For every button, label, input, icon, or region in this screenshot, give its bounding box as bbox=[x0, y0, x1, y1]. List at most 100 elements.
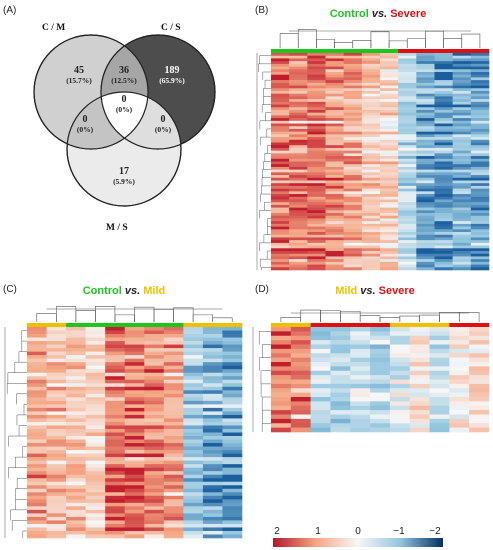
heatmap-cell bbox=[163, 530, 184, 535]
heatmap-cell bbox=[452, 137, 472, 141]
heatmap-cell bbox=[416, 196, 435, 200]
heatmap-cell bbox=[361, 137, 381, 141]
heatmap-cell bbox=[449, 427, 470, 433]
heatmap-cell bbox=[271, 63, 290, 67]
heatmap-cell bbox=[66, 428, 86, 433]
heatmap-cell bbox=[361, 242, 381, 246]
heatmap-cell bbox=[416, 164, 435, 168]
heatmap-cell bbox=[66, 450, 86, 454]
heatmap-cell bbox=[271, 410, 292, 415]
heatmap-cell bbox=[398, 58, 417, 62]
heatmap-cell bbox=[163, 404, 184, 409]
heatmap-cell bbox=[46, 520, 67, 525]
heatmap-cell bbox=[289, 226, 308, 230]
heatmap-c bbox=[4, 306, 243, 539]
heatmap-cell bbox=[416, 90, 435, 94]
heatmap-cell bbox=[163, 446, 184, 451]
heatmap-cell bbox=[307, 213, 326, 217]
heatmap-cell bbox=[105, 369, 126, 374]
heatmap-cell bbox=[124, 453, 145, 458]
heatmap-cell bbox=[343, 123, 363, 127]
heatmap-cell bbox=[46, 376, 67, 381]
heatmap-cell bbox=[144, 393, 165, 398]
heatmap-cell bbox=[46, 523, 67, 528]
heatmap-cell bbox=[66, 467, 86, 472]
heatmap-cell bbox=[183, 330, 204, 335]
heatmap-cell bbox=[183, 400, 204, 405]
heatmap-cell bbox=[66, 383, 86, 388]
heatmap-cell bbox=[124, 344, 145, 349]
heatmap-cell bbox=[452, 58, 472, 62]
heatmap-cell bbox=[289, 61, 308, 65]
heatmap-cell bbox=[325, 74, 344, 78]
heatmap-cell bbox=[46, 439, 67, 444]
heatmap-cell bbox=[398, 240, 417, 244]
heatmap-cell bbox=[202, 481, 223, 486]
heatmap-cell bbox=[343, 131, 363, 135]
heatmap-cell bbox=[330, 375, 351, 380]
heatmap-cell bbox=[325, 156, 344, 160]
group-label-control: Control bbox=[330, 8, 369, 20]
heatmap-cell bbox=[27, 439, 47, 444]
heatmap-cell bbox=[144, 330, 165, 335]
heatmap-cell bbox=[409, 379, 430, 385]
heatmap-cell bbox=[46, 436, 67, 440]
heatmap-cell bbox=[105, 397, 126, 402]
heatmap-cell bbox=[105, 355, 126, 359]
heatmap-cell bbox=[289, 80, 308, 84]
heatmap-cell bbox=[343, 139, 363, 143]
heatmap-cell bbox=[27, 421, 47, 426]
heatmap-cell bbox=[163, 383, 184, 388]
group-annotation-cell bbox=[310, 323, 331, 327]
heatmap-cell bbox=[105, 453, 126, 458]
heatmap-cell bbox=[330, 348, 351, 354]
heatmap-cell bbox=[350, 348, 371, 354]
heatmap-cell bbox=[330, 331, 351, 337]
heatmap-cell bbox=[449, 383, 470, 389]
heatmap-cell bbox=[163, 390, 184, 395]
heatmap-cell bbox=[27, 414, 47, 419]
heatmap-cell bbox=[85, 383, 106, 388]
heatmap-cell bbox=[105, 520, 126, 525]
heatmap-cell bbox=[163, 443, 184, 447]
heatmap-cell bbox=[144, 523, 165, 528]
heatmap-cell bbox=[429, 388, 450, 393]
heatmap-cell bbox=[202, 499, 223, 504]
heatmap-cell bbox=[398, 137, 417, 141]
heatmap-cell bbox=[307, 134, 326, 138]
heatmap-cell bbox=[271, 101, 290, 105]
heatmap-cell bbox=[434, 240, 453, 244]
heatmap-cell bbox=[105, 425, 126, 430]
heatmap-cell bbox=[307, 177, 326, 181]
heatmap-cell bbox=[66, 327, 86, 331]
heatmap-cell bbox=[202, 327, 223, 331]
heatmap-cell bbox=[271, 55, 290, 59]
heatmap-cell bbox=[416, 153, 435, 157]
heatmap-cell bbox=[325, 166, 344, 170]
heatmap-cell bbox=[434, 234, 453, 238]
heatmap-cell bbox=[470, 63, 490, 67]
heatmap-cell bbox=[452, 183, 472, 187]
heatmap-cell bbox=[398, 210, 417, 214]
heatmap-cell bbox=[350, 401, 371, 407]
heatmap-cell bbox=[105, 351, 126, 356]
heatmap-cell bbox=[325, 253, 344, 257]
heatmap-cell bbox=[222, 453, 243, 458]
heatmap-cell bbox=[202, 460, 223, 465]
heatmap-cell bbox=[343, 267, 363, 271]
heatmap-cell bbox=[416, 185, 435, 189]
column-dendrogram bbox=[36, 306, 233, 322]
heatmap-cell bbox=[289, 145, 308, 149]
heatmap-cell bbox=[289, 158, 308, 162]
heatmap-cell bbox=[409, 348, 430, 354]
heatmap-cell bbox=[325, 109, 344, 113]
heatmap-cell bbox=[325, 183, 344, 187]
heatmap-cell bbox=[398, 153, 417, 157]
legend-tick-neg1: −1 bbox=[393, 526, 405, 537]
heatmap-cell bbox=[307, 77, 326, 81]
heatmap-cell bbox=[434, 204, 453, 208]
heatmap-cell bbox=[144, 383, 165, 388]
heatmap-cell bbox=[470, 80, 490, 84]
heatmap-cell bbox=[144, 376, 165, 381]
heatmap-cell bbox=[370, 357, 391, 363]
